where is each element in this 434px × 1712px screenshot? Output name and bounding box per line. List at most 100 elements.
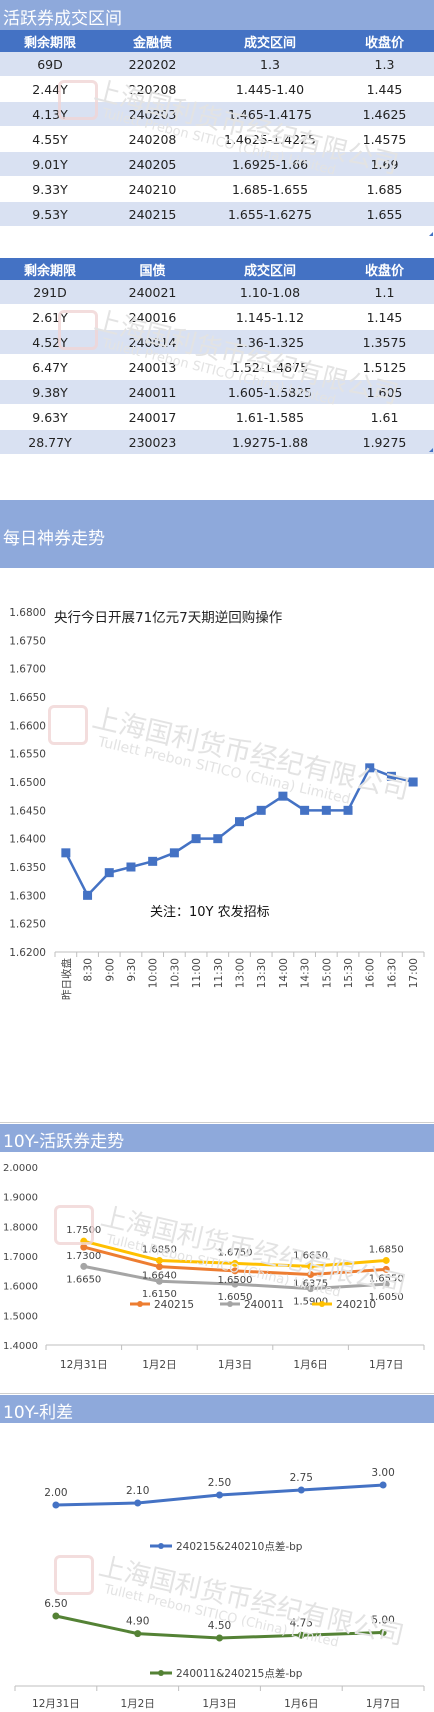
y-tick-label: 1.6650 [9,692,46,704]
table-cell: 1.6925-1.66 [205,151,335,177]
data-point [307,1262,315,1270]
table-cell: 1.655 [335,201,434,227]
data-point [155,1277,163,1285]
watermark-logo [58,310,98,350]
table-cell: 240016 [100,304,205,330]
data-point [213,834,223,844]
table-row: 2.61Y 240016 1.145-1.12 1.145 [0,304,434,330]
y-tick-label: 1.6500 [9,777,46,789]
table-cell: 240013 [100,354,205,380]
x-tick-label: 15:00 [321,958,333,988]
table-row: 9.63Y 240017 1.61-1.585 1.61 [0,404,434,430]
table-cell: 1.69 [335,151,434,177]
data-label: 1.5900 [293,1297,328,1308]
section-header-10y-active: 10Y-活跃券走势 [0,1124,434,1152]
data-point [52,1501,60,1509]
y-tick-label: 1.6600 [9,720,46,732]
data-point [83,890,93,900]
table-cell: 1.5125 [335,354,434,380]
table-row: 4.55Y 240208 1.4625-1.4225 1.4575 [0,126,434,152]
y-tick-label: 1.9000 [3,1193,38,1204]
column-header: 剩余期限 [0,258,100,280]
table-financial-bonds: 剩余期限 金融债 成交区间 收盘价 69D 220202 1.3 1.3 2.44Y 22… [0,30,434,227]
watermark-logo [54,1555,94,1595]
x-tick-label: 17:00 [408,958,420,988]
legend-label: 240210 [336,1299,376,1311]
data-point [343,805,353,815]
watermark-logo [54,1205,94,1245]
y-tick-label: 1.8000 [3,1222,38,1233]
column-header: 收盘价 [335,30,434,52]
chart-10y-spread: 12月31日 1月2日 1月3日 1月6日 1月7日 2.00 2.10 2.50 2.75 3.… [14,1467,425,1710]
table-cell: 1.3575 [335,329,434,355]
data-label: 1.6650 [66,1274,101,1285]
y-tick-label: 1.6550 [9,749,46,761]
y-tick-label: 1.6350 [9,862,46,874]
column-header: 金融债 [100,30,205,52]
series-line [64,766,414,898]
table-row: 9.38Y 240011 1.605-1.5825 1.605 [0,379,434,405]
x-tick-label: 9:30 [126,958,138,982]
data-label: 3.00 [371,1467,394,1479]
chart-title: 央行今日开展71亿元7天期逆回购操作 [54,610,282,626]
x-tick-label: 14:00 [278,958,290,988]
legend-label: 240215&240210点差-bp [176,1540,303,1553]
y-tick-label: 1.6000 [3,1282,38,1293]
chart-annotation: 关注：10Y 农发招标 [150,904,270,920]
table-header-row: 剩余期限 国债 成交区间 收盘价 [0,258,434,280]
column-header: 成交区间 [205,258,335,280]
table-cell: 9.53Y [0,201,100,227]
table-cell: 240021 [100,280,205,305]
section-title: 每日神券走势 [3,529,105,549]
x-tick-label: 13:00 [235,958,247,988]
data-point [52,1612,60,1620]
table-cell: 291D [0,280,100,305]
table-cell: 240208 [100,126,205,152]
x-tick-label: 12月31日 [32,1698,80,1710]
section-title: 10Y-活跃券走势 [3,1132,125,1152]
column-header: 剩余期限 [0,30,100,52]
table-cell: 1.9275 [335,429,434,455]
y-tick-label: 1.5000 [3,1311,38,1322]
table-cell: 1.4575 [335,126,434,152]
table-cell: 1.685 [335,176,434,202]
table-cell: 69D [0,52,100,77]
y-tick-label: 1.6700 [9,664,46,676]
data-point [379,1629,387,1636]
legend-label: 240011 [244,1299,284,1311]
data-point [155,1263,163,1271]
x-tick-label: 1月3日 [202,1698,236,1710]
data-point [307,1285,315,1293]
table-header-row: 剩余期限 金融债 成交区间 收盘价 [0,30,434,52]
table-cell: 9.63Y [0,404,100,430]
y-tick-label: 1.6300 [9,890,46,902]
x-tick-label: 9:00 [104,958,116,982]
data-label: 1.7300 [66,1251,101,1262]
x-tick-label: 昨日收盘 [60,958,73,1000]
table-row: 6.47Y 240013 1.52-1.4875 1.5125 [0,354,434,380]
data-label: 1.6850 [369,1244,404,1255]
data-point [216,1491,223,1499]
table-cell: 1.9275-1.88 [205,429,335,455]
table-cell: 1.605 [335,379,434,405]
data-point [382,1265,390,1273]
chart-daily-trend: 央行今日开展71亿元7天期逆回购操作 1.6800 1.6750 1.6700 1.66… [9,607,425,1000]
watermark-logo [48,705,88,745]
data-point [297,1631,305,1639]
chart-10y-active: 2.0000 1.9000 1.8000 1.7000 1.6000 1.5000 1.40… [3,1163,425,1371]
table-cell: 1.36-1.325 [205,329,335,355]
data-point [126,862,136,872]
data-label: 4.50 [208,1620,231,1632]
data-point [80,1262,88,1270]
table-cell: 240215 [100,201,205,227]
table-cell: 1.61-1.585 [205,404,335,430]
legend-marker [319,1301,325,1307]
data-label: 2.10 [126,1485,149,1497]
table-row: 9.33Y 240210 1.685-1.655 1.685 [0,176,434,202]
legend-marker [158,1670,164,1676]
data-point [191,834,201,844]
data-point [61,848,71,858]
table-cell: 240205 [100,151,205,177]
divider [0,1393,434,1394]
data-point [297,1486,305,1494]
